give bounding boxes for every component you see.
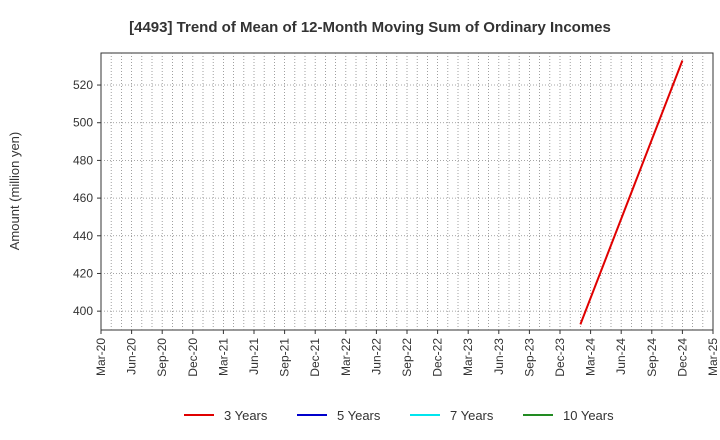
legend-item-3-years: 3 Years bbox=[184, 408, 268, 423]
x-tick-label: Jun-21 bbox=[247, 338, 261, 375]
legend-label: 10 Years bbox=[563, 408, 614, 423]
y-tick-label: 400 bbox=[73, 304, 93, 318]
x-tick-label: Jun-22 bbox=[369, 338, 383, 375]
x-tick-label: Mar-23 bbox=[461, 338, 475, 376]
x-axis: Mar-20 Jun-20 Sep-20 Dec-20 Mar-21 Jun-21 Sep-… bbox=[94, 330, 720, 377]
x-tick-label: Mar-20 bbox=[94, 338, 108, 376]
x-tick-label: Dec-22 bbox=[431, 338, 445, 377]
x-tick-label: Sep-24 bbox=[645, 338, 659, 377]
legend-item-7-years: 7 Years bbox=[410, 408, 494, 423]
x-tick-label: Jun-24 bbox=[614, 338, 628, 375]
x-tick-label: Dec-20 bbox=[186, 338, 200, 377]
x-tick-label: Dec-23 bbox=[553, 338, 567, 377]
series-line-3-years bbox=[579, 60, 684, 325]
x-tick-label: Mar-21 bbox=[216, 338, 230, 376]
legend-label: 3 Years bbox=[224, 408, 268, 423]
x-tick-label: Dec-21 bbox=[308, 338, 322, 377]
chart-title: [4493] Trend of Mean of 12-Month Moving … bbox=[129, 19, 611, 36]
legend-label: 7 Years bbox=[450, 408, 494, 423]
y-tick-label: 420 bbox=[73, 266, 93, 280]
series-lines bbox=[579, 60, 684, 325]
y-tick-label: 480 bbox=[73, 153, 93, 167]
x-tick-label: Jun-20 bbox=[125, 338, 139, 375]
x-tick-label: Mar-22 bbox=[339, 338, 353, 376]
legend-item-5-years: 5 Years bbox=[297, 408, 381, 423]
x-tick-label: Jun-23 bbox=[492, 338, 506, 375]
grid bbox=[101, 53, 713, 330]
x-tick-label: Sep-21 bbox=[278, 338, 292, 377]
legend: 3 Years 5 Years 7 Years 10 Years bbox=[184, 408, 614, 423]
x-tick-label: Sep-20 bbox=[155, 338, 169, 377]
x-tick-label: Sep-23 bbox=[522, 338, 536, 377]
legend-label: 5 Years bbox=[337, 408, 381, 423]
x-tick-label: Mar-24 bbox=[584, 338, 598, 376]
y-tick-label: 440 bbox=[73, 229, 93, 243]
x-tick-label: Mar-25 bbox=[706, 338, 720, 376]
y-axis-label: Amount (million yen) bbox=[7, 132, 22, 251]
x-tick-label: Dec-24 bbox=[675, 338, 689, 377]
x-tick-label: Sep-22 bbox=[400, 338, 414, 377]
y-tick-label: 520 bbox=[73, 78, 93, 92]
legend-item-10-years: 10 Years bbox=[523, 408, 614, 423]
y-tick-label: 460 bbox=[73, 191, 93, 205]
y-axis: 400 420 440 460 480 500 520 bbox=[73, 78, 101, 318]
y-tick-label: 500 bbox=[73, 116, 93, 130]
